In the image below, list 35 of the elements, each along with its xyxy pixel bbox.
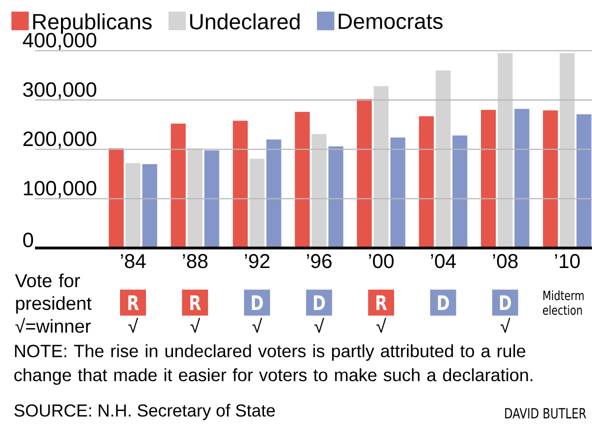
text: √ bbox=[314, 318, 324, 333]
x-tick-label: ’04 bbox=[431, 254, 456, 268]
text: D bbox=[252, 295, 263, 310]
text: D bbox=[314, 295, 325, 310]
text: R bbox=[376, 295, 387, 310]
text: DAVID BUTLER bbox=[505, 408, 586, 419]
text: √ bbox=[500, 318, 510, 333]
x-tick-label: ’96 bbox=[306, 254, 332, 268]
text: √=winner bbox=[15, 318, 91, 333]
x-tick-label: ’92 bbox=[244, 254, 270, 268]
text: √ bbox=[252, 318, 262, 333]
x-tick-label: ’00 bbox=[369, 254, 394, 268]
x-tick-label: ’10 bbox=[555, 254, 580, 268]
source-note: SOURCE: N.H. Secretary of State bbox=[14, 404, 275, 420]
text: D bbox=[438, 295, 449, 310]
x-tick-label: ’88 bbox=[182, 254, 208, 268]
text: Vote for president bbox=[15, 274, 92, 314]
text: R bbox=[190, 295, 201, 310]
legend-label: Republicans bbox=[33, 13, 152, 34]
text: √ bbox=[190, 318, 200, 333]
text: NOTE: The rise in undeclared voters is partly attributed to a rule change that made it easier for voters to make such a declaration. bbox=[14, 344, 532, 385]
legend-label: Democrats bbox=[338, 14, 443, 30]
x-tick-label: ’08 bbox=[493, 254, 518, 268]
y-tick-label: 300,000 bbox=[23, 82, 96, 100]
text: √ bbox=[376, 318, 386, 333]
y-tick-label: 0 bbox=[23, 232, 34, 248]
legend-label: Undeclared bbox=[190, 13, 300, 30]
x-tick-label: ’84 bbox=[120, 254, 146, 268]
y-tick-label: 100,000 bbox=[24, 180, 96, 198]
text: D bbox=[500, 295, 511, 310]
text: R bbox=[128, 295, 139, 310]
text: √ bbox=[128, 318, 138, 333]
text: Midterm election bbox=[542, 290, 584, 315]
y-tick-label: 200,000 bbox=[23, 132, 96, 149]
y-tick-label: 400,000 bbox=[22, 32, 96, 50]
